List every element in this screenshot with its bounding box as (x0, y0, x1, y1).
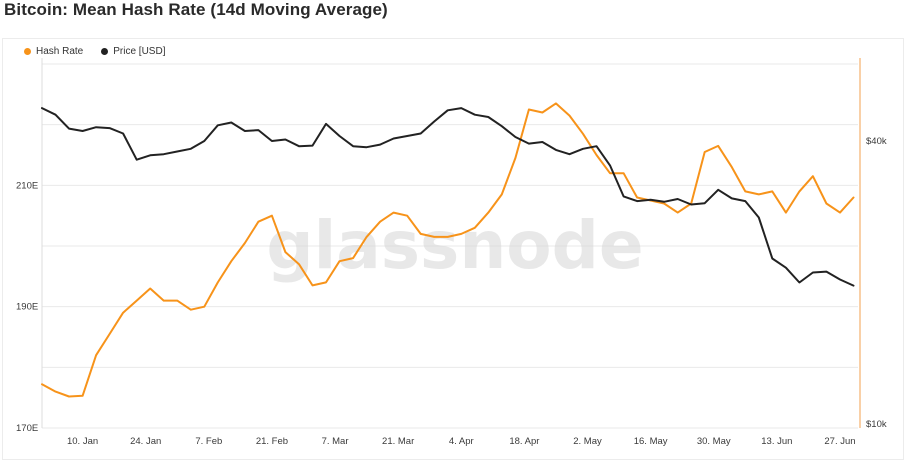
x-tick-label: 2. May (573, 436, 602, 447)
hash-rate-swatch-icon (24, 48, 31, 55)
x-tick-label: 16. May (634, 436, 668, 447)
x-tick-label: 7. Mar (322, 436, 349, 447)
legend-item-price[interactable]: Price [USD] (101, 46, 165, 57)
x-tick-label: 30. May (697, 436, 731, 447)
hash-rate-line (41, 102, 855, 398)
legend-item-hash-rate[interactable]: Hash Rate (24, 46, 83, 57)
x-tick-label: 4. Apr (449, 436, 474, 447)
chart-panel (2, 38, 904, 460)
x-tick-label: 18. Apr (509, 436, 539, 447)
x-tick-label: 13. Jun (761, 436, 792, 447)
price-line (41, 107, 855, 287)
x-tick-label: 7. Feb (195, 436, 222, 447)
y-left-tick-label: 190E (16, 302, 38, 313)
x-tick-label: 10. Jan (67, 436, 98, 447)
price-swatch-icon (101, 48, 109, 55)
x-tick-label: 24. Jan (130, 436, 161, 447)
y-right-tick-label: $40k (866, 136, 887, 147)
x-tick-label: 21. Mar (382, 436, 414, 447)
legend-label-hash-rate: Hash Rate (36, 46, 84, 57)
watermark-logo: glassnode (266, 207, 643, 284)
x-tick-label: 27. Jun (824, 436, 855, 447)
y-right-tick-label: $10k (866, 419, 887, 430)
page-title: Bitcoin: Mean Hash Rate (14d Moving Aver… (4, 0, 388, 19)
y-left-tick-label: 170E (16, 423, 38, 434)
x-tick-label: 21. Feb (256, 436, 288, 447)
y-left-tick-label: 210E (16, 180, 38, 191)
legend-label-price: Price [USD] (113, 46, 166, 57)
chart-legend: Hash Rate Price [USD] (24, 46, 165, 57)
